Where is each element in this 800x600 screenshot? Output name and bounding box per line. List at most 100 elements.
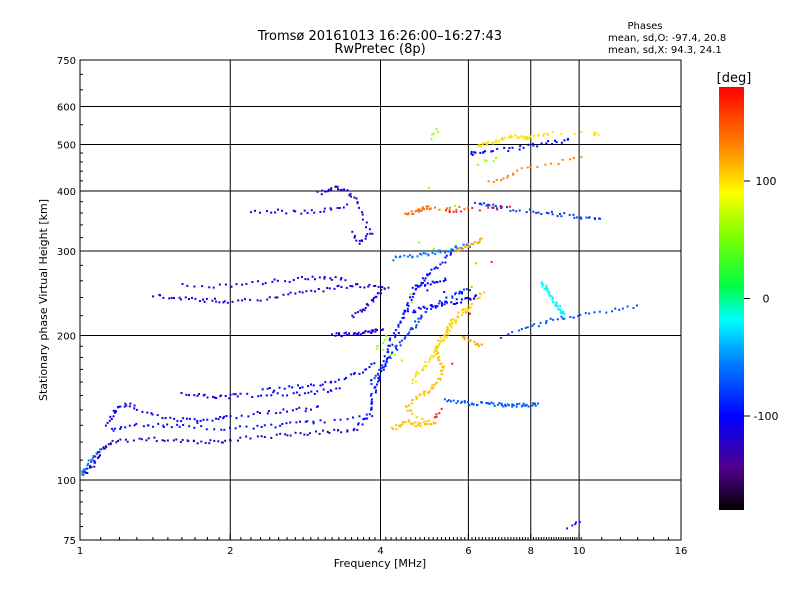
data-point (555, 303, 558, 306)
data-point (200, 425, 203, 428)
data-point (404, 421, 407, 424)
data-point (374, 385, 377, 388)
data-point (469, 289, 471, 292)
data-point (284, 280, 287, 283)
data-point (322, 388, 325, 391)
data-point (528, 137, 531, 140)
data-point (173, 297, 175, 299)
data-point (229, 426, 231, 429)
data-point (266, 387, 269, 390)
data-point (304, 278, 307, 281)
data-point (166, 423, 169, 426)
data-point (477, 163, 480, 166)
data-point (571, 524, 574, 527)
data-point (337, 429, 340, 432)
data-point (323, 277, 326, 280)
data-point (256, 435, 259, 438)
x-tick-label: 1 (77, 546, 83, 557)
data-point (435, 415, 438, 418)
data-point (593, 217, 596, 220)
data-point (563, 139, 566, 142)
data-point (306, 420, 309, 423)
data-point (357, 423, 360, 426)
data-point (271, 280, 274, 283)
data-point (432, 132, 435, 135)
data-point (433, 354, 436, 357)
data-point (429, 423, 432, 426)
data-point (370, 406, 373, 409)
data-point (520, 328, 523, 331)
data-point (291, 409, 294, 412)
data-point (376, 329, 378, 331)
data-point (580, 131, 583, 134)
data-point (431, 387, 434, 390)
data-point (532, 144, 535, 147)
data-point (514, 134, 517, 137)
data-point (422, 282, 424, 284)
data-point (399, 320, 402, 323)
data-point (289, 291, 292, 294)
data-point (572, 316, 575, 319)
data-point (456, 247, 459, 250)
data-point (319, 419, 322, 422)
data-point (260, 426, 263, 428)
data-point (465, 243, 468, 246)
data-point (440, 341, 443, 344)
data-point (461, 248, 464, 250)
data-point (339, 189, 342, 192)
data-point (370, 398, 373, 401)
data-point (450, 248, 453, 251)
data-point (435, 347, 437, 349)
data-point (429, 358, 432, 361)
data-point (112, 415, 115, 418)
data-point (409, 328, 412, 331)
data-point (330, 389, 333, 392)
data-point (245, 435, 248, 438)
data-point (286, 410, 288, 413)
data-point (490, 260, 493, 263)
data-point (338, 333, 340, 336)
data-point (509, 209, 512, 212)
data-point (356, 429, 359, 431)
data-point (306, 433, 309, 436)
data-point (279, 432, 282, 435)
data-point (294, 431, 297, 434)
data-point (423, 421, 425, 424)
data-point (431, 251, 434, 254)
data-point (479, 151, 482, 154)
data-point (469, 339, 472, 342)
data-point (434, 306, 437, 309)
data-point (435, 381, 438, 384)
data-point (478, 296, 481, 299)
data-point (405, 405, 408, 408)
data-point (294, 292, 297, 295)
data-point (323, 276, 326, 278)
data-point (437, 377, 439, 380)
data-point (501, 136, 504, 139)
data-point (455, 322, 457, 324)
data-point (455, 320, 457, 323)
data-point (151, 413, 154, 416)
data-point (593, 133, 596, 136)
data-point (463, 401, 466, 404)
data-point (273, 278, 276, 281)
data-point (502, 138, 505, 141)
data-point (387, 344, 390, 347)
data-point (366, 303, 369, 306)
data-point (407, 304, 410, 307)
data-point (285, 422, 288, 425)
data-point (550, 210, 553, 213)
data-point (124, 426, 127, 429)
data-point (473, 241, 476, 244)
data-point (419, 425, 422, 428)
data-point (370, 402, 373, 405)
data-point (443, 334, 446, 337)
data-point (522, 136, 525, 139)
data-point (424, 361, 427, 363)
data-point (575, 521, 577, 524)
data-point (470, 302, 473, 305)
data-point (268, 387, 271, 389)
data-point (411, 412, 414, 415)
data-point (387, 350, 390, 353)
data-point (313, 211, 316, 214)
